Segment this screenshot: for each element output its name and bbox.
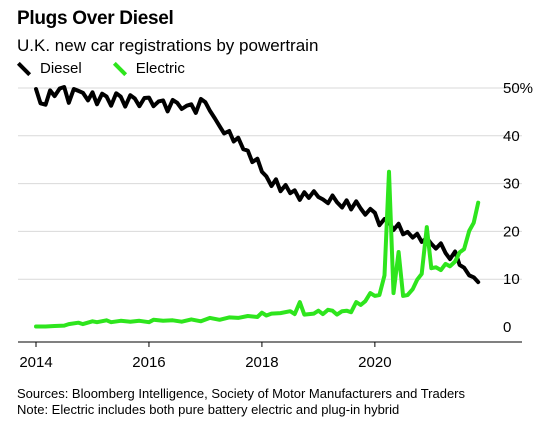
legend-item-electric: Electric (112, 60, 185, 77)
legend: Diesel Electric (16, 60, 185, 77)
y-tick-label-40: 40 (503, 128, 520, 145)
y-tick-label-30: 30 (503, 176, 520, 193)
legend-label-diesel: Diesel (40, 60, 82, 77)
legend-label-electric: Electric (135, 60, 185, 77)
chart-title: Plugs Over Diesel (17, 8, 174, 29)
y-tick-label-50: 50% (503, 80, 533, 97)
x-tick-label-2020: 2020 (358, 354, 391, 371)
footer: Sources: Bloomberg Intelligence, Society… (17, 386, 465, 418)
y-tick-label-20: 20 (503, 223, 520, 240)
x-tick-label-2014: 2014 (19, 354, 52, 371)
y-tick-label-0: 0 (503, 319, 511, 336)
y-tick-label-10: 10 (503, 271, 520, 288)
electric-note: Note: Electric includes both pure batter… (17, 402, 400, 417)
series-line-diesel (34, 85, 481, 285)
sources-note: Sources: Bloomberg Intelligence, Society… (17, 386, 465, 401)
series-line-electric (34, 169, 481, 329)
x-tick-label-2016: 2016 (132, 354, 165, 371)
chart-subtitle: U.K. new car registrations by powertrain (17, 36, 319, 55)
x-tick-label-2018: 2018 (245, 354, 278, 371)
legend-item-diesel: Diesel (16, 60, 82, 77)
